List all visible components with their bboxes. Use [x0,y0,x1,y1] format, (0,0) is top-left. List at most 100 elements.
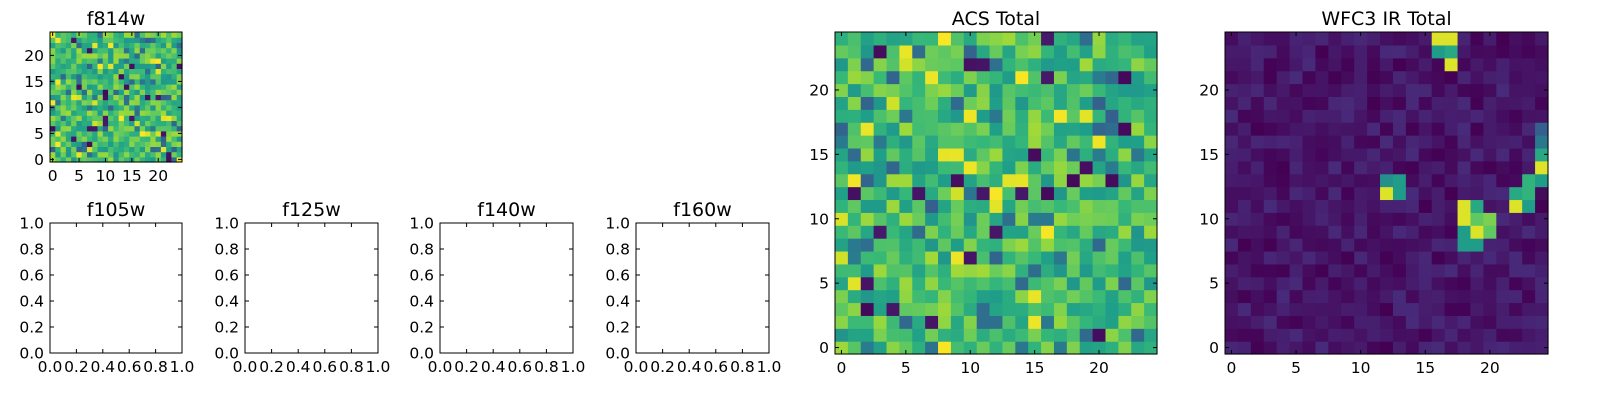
image-cell [145,47,151,54]
image-cell [1002,44,1016,59]
image-cell [92,84,99,90]
image-cell [912,109,926,123]
image-cell [1457,289,1472,304]
image-cell [1066,83,1081,97]
image-cell [102,141,109,147]
image-cell [155,94,162,101]
image-cell [102,89,109,95]
image-cell [65,125,72,132]
image-cell [1522,199,1536,213]
image-cell [97,47,104,54]
image-cell [963,238,978,252]
image-cell [150,73,157,80]
image-cell [1470,44,1484,59]
image-cell [989,250,1004,265]
image-cell [1328,328,1342,342]
image-cell [1418,32,1433,46]
image-cell [108,42,114,49]
image-cell [976,238,991,252]
image-cell [1237,315,1252,329]
image-cell [950,302,965,316]
image-cell [1028,83,1042,97]
image-cell [899,122,913,136]
image-cell [97,156,104,163]
image-cell [92,63,99,69]
image-cell [1131,147,1145,162]
image-cell [134,73,141,80]
image-cell [166,94,173,101]
image-cell [1263,109,1278,123]
panel-f160w: f160w 0.0 0.2 0.4 0.6 0.8 1.0 0.00.20.40.60.8… [605,199,781,376]
image-cell [912,328,926,342]
image-cell [55,58,62,64]
image-cell [1328,225,1342,239]
image-cell [1367,289,1381,304]
image-cell [155,89,162,95]
image-cell [60,73,67,80]
image-cell [1276,315,1291,329]
image-cell [166,141,173,147]
image-cell [76,125,83,132]
image-cell [1509,225,1523,239]
image-cell [60,94,67,101]
image-cell [150,32,157,38]
image-cell [950,341,965,355]
x-ticks-acs-total: 0 5 10 15 20 [837,32,1109,377]
image-cell [1144,199,1158,213]
image-cell [55,151,62,158]
image-cell [1418,250,1433,265]
image-cell [1418,44,1433,59]
image-cell [886,328,900,342]
image-cell [139,47,146,54]
image-cell [86,146,93,153]
image-cell [108,58,114,64]
image-cell [129,136,136,142]
image-cell [950,276,965,291]
image-cell [1053,238,1068,252]
image-cell [847,147,862,162]
image-cell [150,89,157,95]
image-cell [873,83,888,97]
image-cell [1028,186,1042,201]
y-tick-label: 0.0 [409,345,434,363]
image-cell [129,84,136,90]
image-cell [1015,328,1029,342]
image-cell [1066,96,1081,110]
image-cell [145,99,151,106]
image-cell [155,37,162,43]
image-cell [963,70,978,85]
image-cell [92,120,99,127]
image-cell [1535,186,1549,201]
image-cell [145,94,151,101]
image-cell [50,37,56,43]
image-cell [1418,83,1433,97]
image-cell [1276,250,1291,265]
image-cell [950,83,965,97]
image-cell [166,125,173,132]
x-tick-label: 10 [960,359,980,377]
image-cell [873,225,888,239]
image-cell [1225,44,1239,59]
image-cell [60,146,67,153]
image-cell [860,57,875,72]
image-cell [160,146,167,153]
image-cell [1237,302,1252,316]
image-cell [1144,315,1158,329]
image-cell [873,109,888,123]
image-cell [160,120,167,127]
image-cell [176,84,183,90]
image-cell [108,73,114,80]
image-cell [1092,250,1107,265]
image-cell [1496,186,1510,201]
image-cell [1131,315,1145,329]
image-cell [71,136,77,142]
image-cell [71,42,77,49]
image-cell [1302,263,1317,278]
image-cell [92,58,99,64]
image-cell [71,94,77,101]
image-cell [50,151,56,158]
image-cell [1066,328,1081,342]
image-cell [976,302,991,316]
image-cell [1302,160,1317,175]
image-cell [873,57,888,72]
